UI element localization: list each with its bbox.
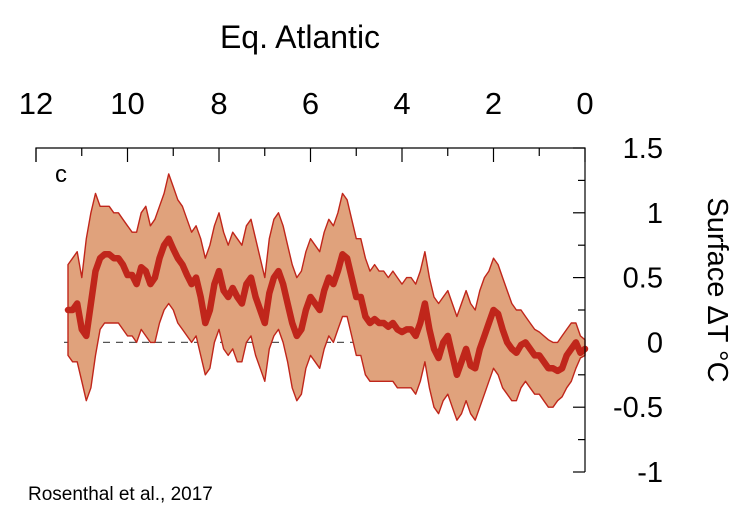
x-tick-label: 0	[576, 86, 593, 121]
plot-frame	[35, 147, 586, 472]
source-credit: Rosenthal et al., 2017	[28, 484, 213, 505]
x-tick-label: 10	[110, 86, 144, 121]
panel-label: c	[55, 161, 67, 188]
x-tick-label: 4	[393, 86, 410, 121]
y-tick-label: -1	[637, 457, 663, 489]
x-tick-label: 2	[485, 86, 502, 121]
y-axis: 1.5 1 0.5 0 -0.5 -1	[573, 133, 663, 489]
y-tick-label: 1.5	[623, 133, 663, 165]
x-axis: 12 10 8 6 4 2 0	[19, 86, 594, 162]
confidence-band	[67, 173, 586, 421]
mean-series-line	[64, 235, 589, 379]
chart-title: Eq. Atlantic	[220, 19, 380, 55]
x-tick-label: 12	[19, 86, 53, 121]
y-tick-label: -0.5	[613, 392, 663, 424]
x-tick-label: 6	[302, 86, 319, 121]
y-tick-label: 0	[647, 327, 663, 359]
x-tick-label: 8	[210, 86, 227, 121]
y-axis-label: Surface ΔT °C	[701, 197, 733, 382]
y-tick-label: 1	[647, 198, 663, 230]
y-tick-label: 0.5	[623, 263, 663, 295]
